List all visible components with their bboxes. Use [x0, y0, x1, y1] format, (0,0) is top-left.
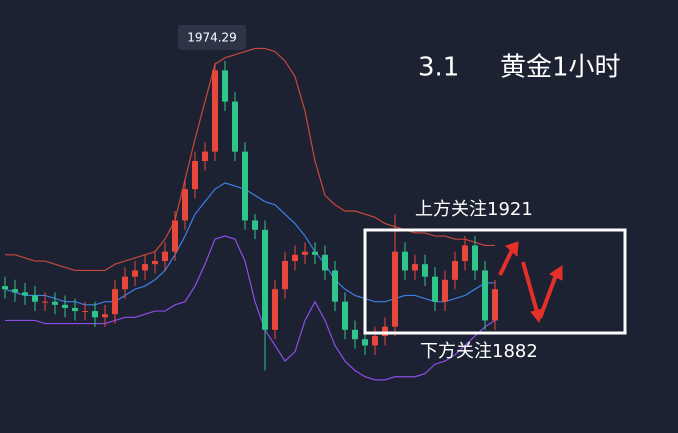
candle-body	[152, 261, 158, 265]
candle-body	[192, 161, 198, 190]
candle-body	[322, 254, 328, 271]
arrows	[498, 241, 563, 324]
band-line	[5, 235, 496, 381]
chart-title: 黄金1小时	[500, 53, 621, 83]
price-label: 1974.29	[187, 31, 237, 45]
band-line	[5, 47, 495, 272]
candle-body	[202, 151, 208, 162]
candle-body	[32, 295, 38, 302]
candle-body	[492, 289, 498, 321]
candle-body	[472, 245, 478, 271]
candle-body	[222, 70, 228, 102]
subtitle: 3.1	[418, 53, 459, 83]
candle-body	[392, 251, 398, 327]
candle-body	[172, 220, 178, 252]
candle-body	[442, 279, 448, 302]
candle-body	[362, 339, 368, 346]
candle-body	[412, 264, 418, 271]
candle-body	[142, 264, 148, 271]
candle-body	[12, 289, 18, 293]
candle-body	[62, 304, 68, 308]
candle-body	[252, 220, 258, 230]
band-line	[4, 182, 495, 306]
candle-body	[182, 189, 188, 221]
candle-body	[272, 289, 278, 330]
range-box	[363, 228, 627, 335]
candle-body	[482, 270, 488, 321]
candle-body	[342, 301, 348, 330]
candle-body	[432, 276, 438, 302]
candle-body	[282, 261, 288, 290]
candle-body	[112, 289, 118, 315]
candle-body	[232, 101, 238, 152]
candle-body	[352, 329, 358, 340]
candle-body	[72, 307, 78, 312]
candle-body	[452, 261, 458, 280]
price-label-box	[178, 25, 246, 50]
candle-body	[372, 336, 378, 346]
candle-body	[402, 251, 408, 271]
candle-body	[42, 301, 48, 303]
candle-body	[52, 301, 58, 305]
candle-body	[92, 311, 98, 318]
candle-body	[242, 151, 248, 221]
candle-body	[82, 311, 88, 313]
candle-body	[332, 270, 338, 302]
candle-body	[302, 251, 308, 255]
candle-body	[212, 70, 218, 152]
candle-body	[22, 292, 28, 296]
candle-body	[292, 254, 298, 262]
candle-body	[132, 270, 138, 277]
annotation: 上方关注1921	[415, 199, 533, 220]
annotation: 下方关注1882	[420, 341, 538, 362]
candle-body	[422, 264, 428, 277]
candle-body	[162, 251, 168, 262]
candle-body	[462, 245, 468, 262]
candle-body	[262, 229, 268, 330]
candle-body	[312, 251, 318, 255]
candle-body	[2, 286, 8, 290]
candle-body	[102, 314, 108, 318]
candle-body	[122, 276, 128, 290]
candle-body	[382, 326, 388, 337]
